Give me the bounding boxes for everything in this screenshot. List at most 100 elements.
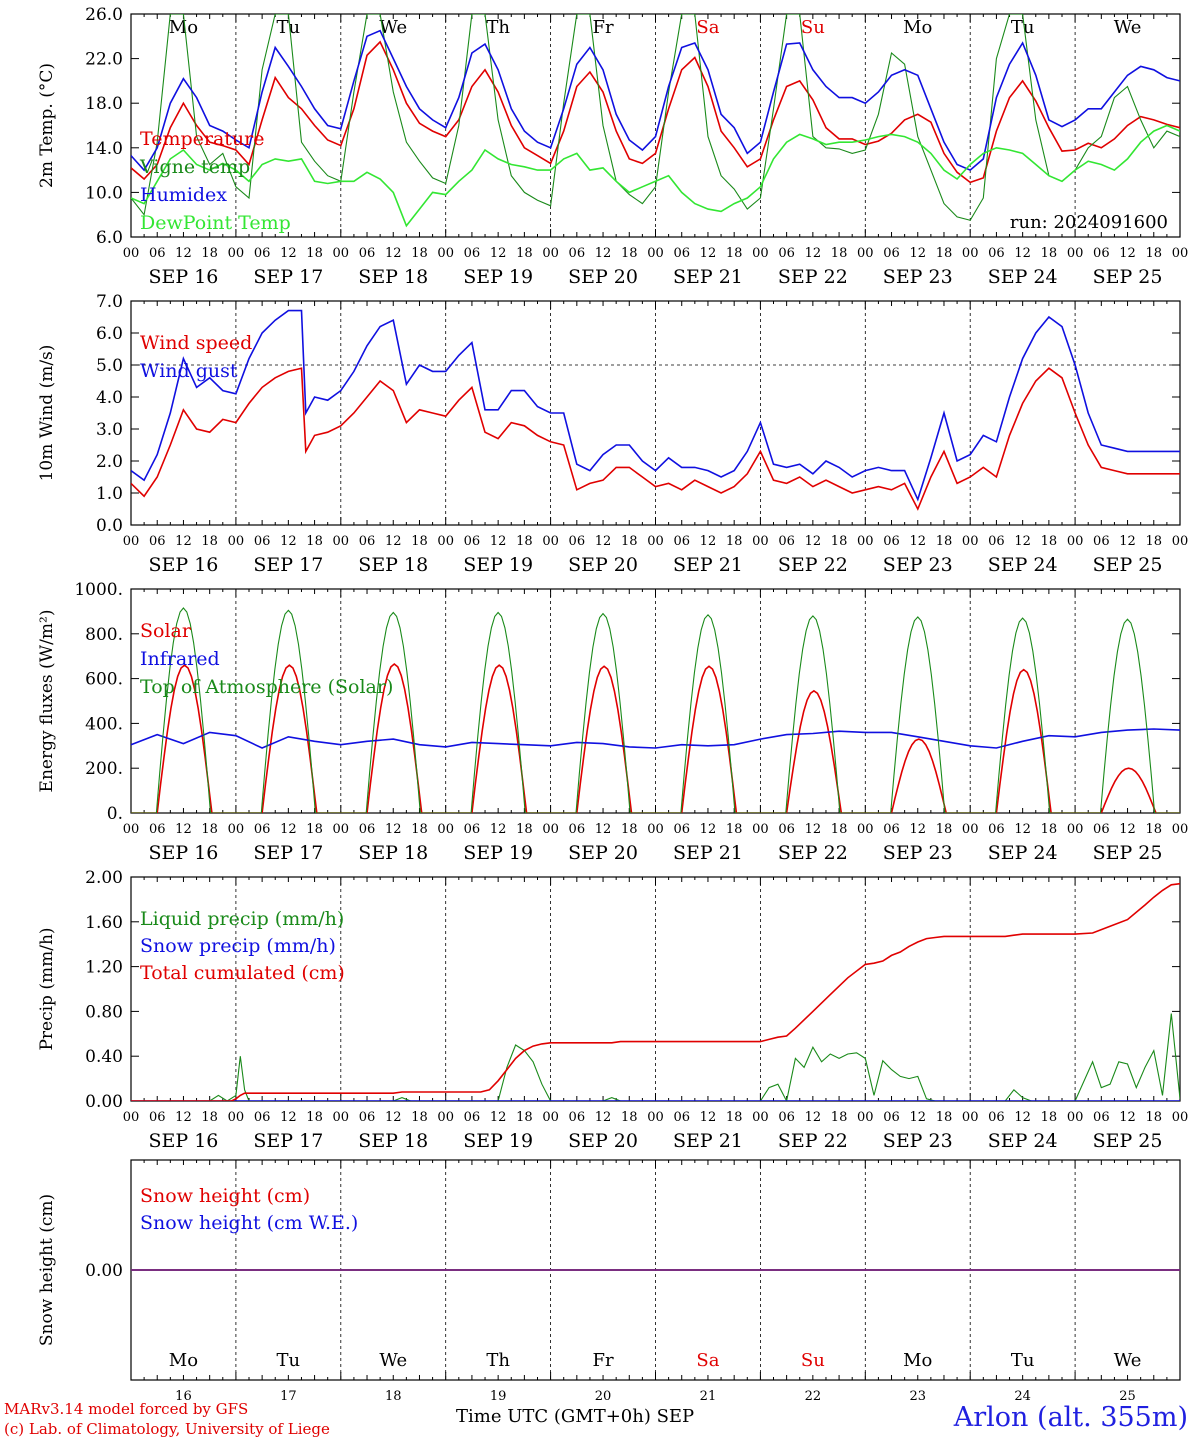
hour-label: 12 — [490, 1110, 507, 1125]
date-label: SEP 24 — [988, 554, 1058, 576]
hour-label: 00 — [857, 1110, 874, 1125]
hour-label: 12 — [175, 246, 192, 261]
hour-label: 12 — [1014, 822, 1031, 837]
series-humidex — [131, 29, 1180, 172]
hour-label: 06 — [149, 1110, 166, 1125]
hour-label: 12 — [1014, 1110, 1031, 1125]
hour-label: 06 — [254, 534, 271, 549]
hour-label: 00 — [1172, 246, 1189, 261]
hour-label: 00 — [1067, 246, 1084, 261]
date-label: SEP 18 — [358, 842, 428, 864]
hour-label: 12 — [280, 246, 297, 261]
day-abbr: Th — [486, 17, 510, 38]
hour-label: 12 — [280, 534, 297, 549]
hour-label: 00 — [437, 1110, 454, 1125]
hour-label: 18 — [306, 534, 323, 549]
hour-label: 06 — [359, 246, 376, 261]
hour-label: 12 — [175, 1110, 192, 1125]
date-label: SEP 23 — [883, 842, 953, 864]
hour-label: 18 — [306, 1110, 323, 1125]
hour-label: 00 — [333, 1110, 350, 1125]
hour-label: 12 — [595, 1110, 612, 1125]
date-label: SEP 21 — [673, 842, 743, 864]
hour-label: 00 — [542, 1110, 559, 1125]
hour-label: 06 — [988, 246, 1005, 261]
legend-entry: Liquid precip (mm/h) — [140, 908, 344, 930]
hour-label: 06 — [673, 822, 690, 837]
hour-label: 06 — [778, 534, 795, 549]
date-label: SEP 22 — [778, 842, 848, 864]
y-tick-label: 1000. — [74, 580, 123, 600]
day-abbr: We — [379, 1350, 407, 1371]
day-abbr: Sa — [696, 1350, 719, 1371]
day-number: 18 — [385, 1389, 402, 1404]
hour-label: 00 — [333, 822, 350, 837]
hour-label: 18 — [411, 534, 428, 549]
date-label: SEP 21 — [673, 1130, 743, 1152]
panel-frame — [130, 300, 1181, 526]
legend-entry: Total cumulated (cm) — [140, 962, 345, 984]
hour-label: 00 — [1172, 534, 1189, 549]
y-tick-label: 5.0 — [96, 356, 123, 376]
hour-label: 00 — [962, 822, 979, 837]
hour-label: 18 — [726, 246, 743, 261]
hour-label: 18 — [1041, 822, 1058, 837]
station-name: Arlon (alt. 355m) — [953, 1402, 1188, 1433]
date-label: SEP 19 — [463, 554, 533, 576]
day-number: 19 — [490, 1389, 507, 1404]
hour-label: 06 — [883, 822, 900, 837]
hour-label: 00 — [123, 246, 140, 261]
hour-label: 00 — [1067, 534, 1084, 549]
hour-label: 18 — [306, 246, 323, 261]
date-label: SEP 18 — [358, 1130, 428, 1152]
hour-label: 00 — [542, 534, 559, 549]
hour-label: 12 — [805, 1110, 822, 1125]
hour-label: 06 — [1093, 1110, 1110, 1125]
hour-label: 00 — [1067, 822, 1084, 837]
hour-label: 06 — [464, 1110, 481, 1125]
day-abbr: Sa — [696, 17, 719, 38]
hour-label: 18 — [201, 534, 218, 549]
hour-label: 18 — [936, 246, 953, 261]
hour-label: 18 — [621, 246, 638, 261]
y-tick-label: 800. — [85, 625, 123, 645]
model-credit: MARv3.14 model forced by GFS — [4, 1400, 249, 1418]
hour-label: 12 — [490, 534, 507, 549]
hour-label: 00 — [542, 822, 559, 837]
hour-label: 18 — [411, 1110, 428, 1125]
day-abbr: Tu — [1011, 17, 1035, 38]
hour-label: 06 — [673, 1110, 690, 1125]
date-label: SEP 16 — [149, 266, 219, 288]
hour-label: 00 — [228, 246, 245, 261]
day-abbr: Tu — [277, 17, 301, 38]
y-tick-label: 0. — [107, 804, 123, 824]
hour-label: 06 — [464, 246, 481, 261]
x-axis-title: Time UTC (GMT+0h) SEP — [456, 1406, 695, 1427]
hour-label: 12 — [385, 246, 402, 261]
hour-label: 12 — [700, 534, 717, 549]
y-tick-label: 14.0 — [85, 139, 123, 159]
hour-label: 12 — [1119, 246, 1136, 261]
hour-label: 12 — [700, 246, 717, 261]
hour-label: 12 — [490, 246, 507, 261]
hour-label: 12 — [1119, 534, 1136, 549]
hour-label: 06 — [149, 246, 166, 261]
legend-entry: Snow height (cm W.E.) — [140, 1212, 358, 1234]
day-abbr: Tu — [277, 1350, 301, 1371]
legend-entry: Snow precip (mm/h) — [140, 935, 336, 957]
day-number: 20 — [595, 1389, 612, 1404]
date-label: SEP 24 — [988, 842, 1058, 864]
hour-label: 18 — [201, 822, 218, 837]
hour-label: 18 — [621, 1110, 638, 1125]
date-label: SEP 21 — [673, 266, 743, 288]
hour-label: 00 — [437, 534, 454, 549]
hour-label: 18 — [1146, 822, 1163, 837]
hour-label: 00 — [962, 246, 979, 261]
panel-4: 0.00 0.40 0.80 1.20 1.60 2.00 Precip (mm/h) 00 0… — [37, 868, 1188, 1152]
y-tick-label: 2.00 — [85, 868, 123, 888]
date-label: SEP 17 — [253, 842, 323, 864]
hour-label: 18 — [831, 534, 848, 549]
y-tick-label: 0.80 — [85, 1002, 123, 1022]
hour-label: 12 — [805, 534, 822, 549]
date-label: SEP 22 — [778, 1130, 848, 1152]
